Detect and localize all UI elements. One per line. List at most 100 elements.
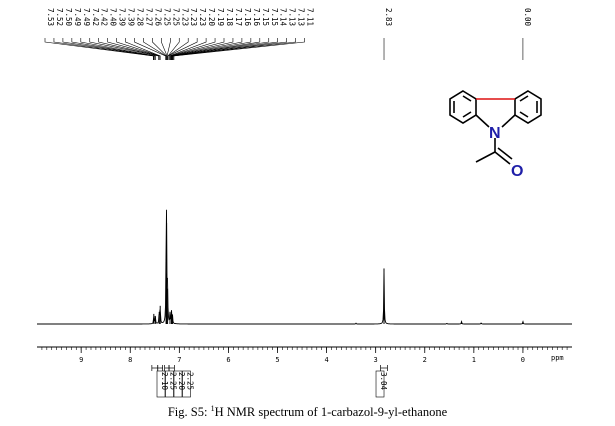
peak-label: 7.16 [243,8,252,27]
integral-label: 3.04 [379,372,388,391]
peak-label: 7.15 [261,8,270,26]
peak-leader [173,38,305,60]
peak-label: 7.40 [109,8,118,27]
peak-leader [171,38,261,60]
right-ring-double-bond-2 [519,111,529,118]
right-ring-double-bond-1 [519,95,529,102]
spectrum-trace [37,209,572,325]
nitrogen-atom-label: N [489,125,501,142]
peak-label: 7.26 [153,8,162,27]
peak-leader [170,38,225,60]
peak-label: 7.49 [82,8,91,26]
peak-leader-lines [44,38,524,60]
peak-leader [171,38,252,60]
carbonyl-bond-1 [494,151,511,165]
peak-label: 7.23 [189,8,198,26]
integral-label: 2.25 [169,372,178,390]
peak-label: 7.53 [46,8,55,26]
x-axis-unit-label: ppm [551,354,564,362]
integral-label-box [173,370,183,398]
peak-label: 7.15 [270,8,279,26]
peak-label: 7.27 [144,8,153,26]
peak-label: 7.20 [207,8,216,27]
peak-label: 7.23 [198,8,207,26]
tick-label: 0 [521,356,525,364]
x-axis-major-ticks: 9 8 7 6 5 4 3 2 1 0 [79,347,525,364]
peak-leader [172,38,279,60]
left-ring-inner-bonds [462,95,472,102]
n-bond-left [475,114,490,128]
tick-label: 8 [128,356,132,364]
peak-leader [62,38,156,60]
peak-leader [169,38,207,60]
peak-label: 7.13 [297,8,306,26]
integral-label: 2.25 [186,372,195,390]
peak-label: 7.14 [279,8,288,27]
oxygen-atom-label: O [511,163,523,180]
tick-label: 1 [472,356,476,364]
integral-label-box [165,370,174,398]
peak-leader [167,38,198,60]
peak-leader [152,38,167,60]
caption-prefix: Fig. S5: [167,405,211,420]
peak-leader [143,38,167,60]
peak-leader [98,38,160,60]
peak-leader [80,38,156,60]
peak-leader [169,38,216,60]
peak-label: 7.11 [306,8,315,26]
peak-label: 7.28 [136,8,145,27]
integral-label-box [182,370,191,398]
peak-leader [107,38,161,60]
carbazole-structure [449,90,542,165]
peak-label: 7.49 [73,8,82,26]
caption-superscript: 1 [210,404,215,413]
peak-leader [134,38,166,60]
tick-label: 5 [275,356,279,364]
peak-leader [171,38,270,60]
peak-label: 7.16 [252,8,261,27]
peak-label: 7.13 [288,8,297,26]
peak-label: 7.19 [216,8,225,26]
peak-leader [170,38,234,60]
peak-leader [172,38,296,60]
peak-label: 7.17 [234,8,243,26]
tick-label: 4 [324,356,328,364]
caption-text: H NMR spectrum of 1-carbazol-9-yl-ethano… [214,405,448,420]
peak-label: 7.25 [162,8,171,26]
integral-label: 2.10 [160,372,169,391]
left-ring-double-bond-1 [462,111,472,118]
carbonyl-bond-2 [497,147,513,160]
peak-label: 7.23 [180,8,189,26]
peak-label: 7.18 [225,8,234,27]
peak-label: 7.25 [171,8,180,26]
tick-label: 9 [79,356,83,364]
x-axis: 9 8 7 6 5 4 3 2 1 0 ppm [37,346,572,364]
tick-label: 2 [423,356,427,364]
peak-leader [53,38,155,60]
peak-label: 2.83 [384,8,393,26]
figure-caption: Fig. S5: 1H NMR spectrum of 1-carbazol-9… [0,404,615,420]
peak-label: 7.52 [55,8,64,26]
integral-group: 2.10 2.25 2.20 2.25 3.04 [151,365,388,398]
peak-label: 7.39 [118,8,127,26]
tick-label: 6 [226,356,230,364]
peak-label: 7.42 [100,8,109,26]
integral-label-box [375,370,385,398]
methyl-bond [475,151,496,163]
peak-label: 7.50 [64,8,73,27]
peak-label: 0.00 [523,8,532,27]
tick-label: 7 [177,356,181,364]
peak-leader [166,38,171,60]
integral-label-box [156,370,166,398]
tick-label: 3 [374,356,378,364]
peak-leader [125,38,161,60]
peak-label: 7.42 [91,8,100,26]
peak-label: 7.39 [127,8,136,26]
spectrum-trace-group [37,209,572,325]
peak-leader [172,38,287,60]
peak-label-group: 7.53 7.52 7.50 7.49 7.49 7.42 7.42 7.40 7.39 7.39… [46,8,532,27]
integral-label: 2.20 [177,372,186,391]
peak-leader [44,38,154,60]
n-bond-right [501,114,516,128]
